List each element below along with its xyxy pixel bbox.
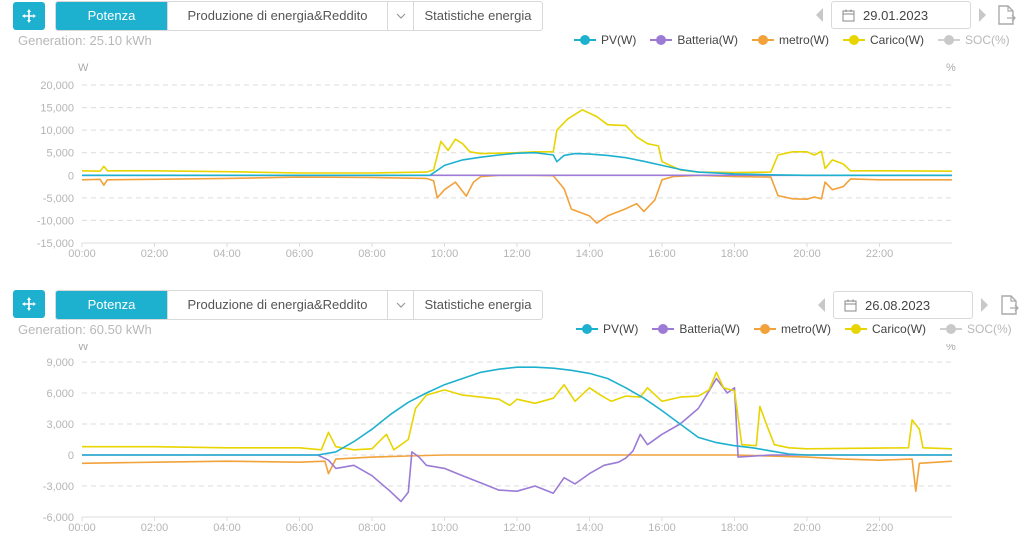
legend-pv[interactable]: PV(W): [576, 322, 638, 336]
y-tick-label: 15,000: [40, 103, 74, 115]
move-button[interactable]: [13, 290, 45, 318]
series-line-metrow: [81, 454, 953, 492]
export-icon[interactable]: [995, 4, 1017, 26]
y-tick-label: -10,000: [37, 215, 74, 227]
y-tick-label: 0: [68, 450, 74, 462]
legend-carico[interactable]: Carico(W): [843, 33, 924, 47]
power-chart-1: W % 20,000 15,000 10,000 5,000 0 -5,000 -10,000 -…: [37, 62, 956, 260]
x-tick-label: 20:00: [793, 248, 821, 260]
y-tick-label: 0: [68, 170, 74, 182]
series-line-pvw: [82, 366, 952, 456]
move-button[interactable]: [13, 2, 45, 30]
date-value: 29.01.2023: [863, 7, 929, 23]
prev-date-icon[interactable]: [818, 298, 825, 312]
x-tick-label: 00:00: [68, 522, 96, 534]
y-tick-label: 10,000: [40, 125, 74, 137]
x-tick-label: 18:00: [721, 522, 749, 534]
generation-label: Generation: 25.10 kWh: [18, 33, 152, 48]
x-tick-label: 06:00: [286, 522, 314, 534]
legend-metro[interactable]: metro(W): [752, 33, 829, 47]
legend-soc[interactable]: SOC(%): [940, 322, 1012, 336]
view-tabs: Potenza Produzione di energia&Reddito St…: [55, 290, 543, 320]
export-icon[interactable]: [998, 294, 1020, 316]
x-tick-label: 16:00: [648, 522, 676, 534]
calendar-icon: [842, 9, 855, 21]
legend-soc[interactable]: SOC(%): [938, 33, 1010, 47]
tab-potenza[interactable]: Potenza: [56, 291, 168, 319]
generation-label: Generation: 60.50 kWh: [18, 322, 152, 337]
move-icon: [22, 9, 36, 23]
y-tick-label: 9,000: [46, 357, 74, 369]
chart-legend: PV(W) Batteria(W) metro(W) Carico(W) SOC…: [560, 33, 1010, 47]
x-tick-label: 14:00: [576, 248, 604, 260]
x-tick-label: 18:00: [721, 248, 749, 260]
tab-statistiche[interactable]: Statistiche energia: [424, 297, 532, 312]
move-icon: [22, 297, 36, 311]
series-line-metrow: [81, 174, 952, 224]
x-tick-label: 16:00: [648, 248, 676, 260]
x-tick-label: 08:00: [358, 248, 386, 260]
x-tick-label: 14:00: [576, 522, 604, 534]
legend-carico[interactable]: Carico(W): [845, 322, 926, 336]
y-tick-label: -3,000: [43, 481, 74, 493]
y-axis-unit-right: %: [946, 344, 956, 353]
date-picker: 29.01.2023: [816, 1, 986, 29]
x-tick-label: 00:00: [68, 248, 96, 260]
x-tick-label: 10:00: [431, 248, 459, 260]
next-date-icon[interactable]: [981, 298, 988, 312]
x-tick-label: 10:00: [431, 522, 459, 534]
y-axis-unit-left: W: [78, 62, 89, 74]
tab-produzione[interactable]: Produzione di energia&Reddito: [168, 291, 388, 319]
series-line-caricow: [81, 109, 953, 174]
series-line-pvw: [82, 151, 952, 177]
y-tick-label: 20,000: [40, 80, 74, 92]
x-tick-label: 04:00: [213, 522, 241, 534]
x-tick-label: 12:00: [503, 248, 531, 260]
y-tick-label: 3,000: [46, 419, 74, 431]
y-tick-label: -6,000: [43, 512, 74, 524]
chart-panel-1: Potenza Produzione di energia&Reddito St…: [0, 0, 1028, 270]
y-axis-unit-right: %: [946, 62, 956, 74]
legend-batteria[interactable]: Batteria(W): [650, 33, 738, 47]
legend-metro[interactable]: metro(W): [754, 322, 831, 336]
y-axis-unit-left: W: [78, 344, 89, 353]
date-value: 26.08.2023: [865, 297, 931, 313]
chevron-down-icon: [396, 13, 405, 19]
x-tick-label: 08:00: [358, 522, 386, 534]
prev-date-icon[interactable]: [816, 8, 823, 22]
next-date-icon[interactable]: [979, 8, 986, 22]
tab-statistiche[interactable]: Statistiche energia: [424, 8, 532, 23]
x-tick-label: 22:00: [866, 522, 894, 534]
date-field[interactable]: 29.01.2023: [831, 1, 971, 29]
chart-panel-2: Potenza Produzione di energia&Reddito St…: [0, 288, 1028, 554]
x-tick-label: 02:00: [141, 248, 169, 260]
tab-dropdown-button[interactable]: [388, 2, 414, 30]
tab-potenza[interactable]: Potenza: [56, 2, 168, 30]
x-tick-label: 20:00: [793, 522, 821, 534]
x-tick-label: 22:00: [866, 248, 894, 260]
y-tick-label: 6,000: [46, 388, 74, 400]
y-tick-label: -15,000: [37, 238, 74, 250]
tab-dropdown-button[interactable]: [388, 291, 414, 319]
tab-produzione[interactable]: Produzione di energia&Reddito: [168, 2, 388, 30]
legend-batteria[interactable]: Batteria(W): [652, 322, 740, 336]
x-tick-label: 04:00: [213, 248, 241, 260]
date-picker: 26.08.2023: [818, 291, 988, 319]
calendar-icon: [844, 299, 857, 311]
series-line-batteriaw: [82, 377, 952, 503]
y-tick-label: 5,000: [46, 148, 74, 160]
legend-pv[interactable]: PV(W): [574, 33, 636, 47]
view-tabs: Potenza Produzione di energia&Reddito St…: [55, 1, 543, 31]
chart-legend: PV(W) Batteria(W) metro(W) Carico(W) SOC…: [562, 322, 1012, 336]
y-tick-label: -5,000: [43, 193, 74, 205]
x-tick-label: 06:00: [286, 248, 314, 260]
x-tick-label: 12:00: [503, 522, 531, 534]
date-field[interactable]: 26.08.2023: [833, 291, 973, 319]
chevron-down-icon: [396, 302, 405, 308]
series-line-caricow: [82, 371, 953, 451]
x-tick-label: 02:00: [141, 522, 169, 534]
